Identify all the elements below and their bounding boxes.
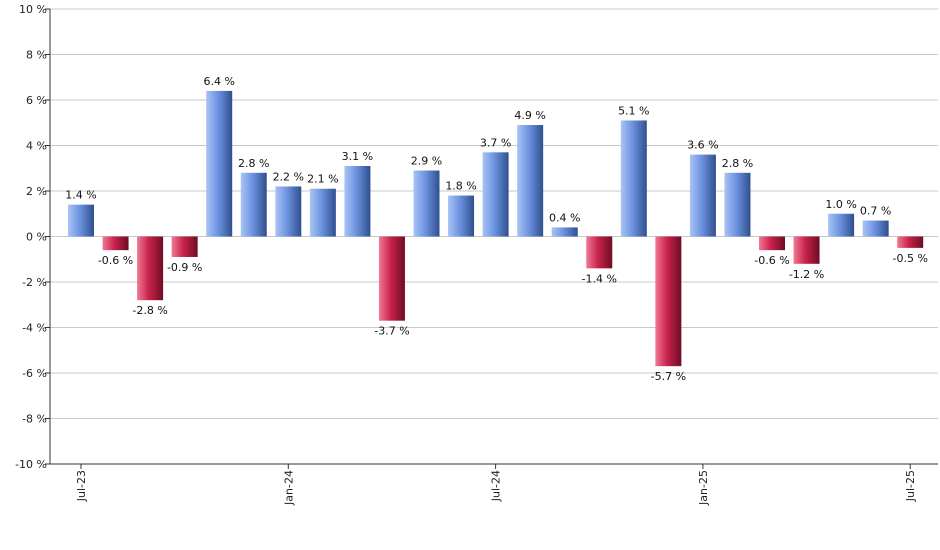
bar — [828, 213, 855, 237]
x-tick-label: Jul-25 — [904, 470, 917, 502]
data-label: 2.8 % — [238, 157, 269, 170]
data-label: 3.7 % — [480, 136, 511, 149]
data-label: 6.4 % — [203, 75, 234, 88]
y-tick-label: 8 % — [26, 49, 47, 62]
data-label: -0.6 % — [98, 254, 133, 267]
bar — [275, 186, 302, 237]
data-label: 3.1 % — [342, 150, 373, 163]
y-tick-label: 2 % — [26, 185, 47, 198]
data-label: 3.6 % — [687, 139, 718, 152]
data-label: 0.7 % — [860, 205, 891, 218]
bar — [344, 165, 371, 237]
y-tick-label: 4 % — [26, 140, 47, 153]
bar — [517, 125, 544, 237]
x-tick-label: Jan-25 — [697, 470, 710, 506]
data-label: 4.9 % — [514, 109, 545, 122]
x-axis-ticks: Jul-23 Jan-24 Jul-24 Jan-25 Jul-25 — [75, 464, 917, 506]
y-tick-label: -6 % — [22, 367, 47, 380]
data-label: 1.8 % — [445, 180, 476, 193]
bar — [620, 120, 647, 237]
bar — [862, 220, 889, 237]
bars — [68, 90, 924, 367]
data-labels: 1.4 %-0.6 %-2.8 %-0.9 %6.4 %2.8 %2.2 % 2.… — [65, 75, 928, 383]
bar — [137, 236, 164, 301]
y-tick-label: -2 % — [22, 276, 47, 289]
bar — [309, 188, 336, 237]
data-label: -0.5 % — [892, 252, 927, 265]
y-tick-label: 6 % — [26, 94, 47, 107]
y-axis-ticks: 10 % 8 % 6 % 4 % 2 % 0 % -2 % -4 % -6 % -8 % -10 % — [15, 3, 47, 471]
bar — [68, 204, 94, 237]
data-label: 2.9 % — [411, 155, 442, 168]
y-tick-label: -8 % — [22, 413, 47, 426]
data-label: -1.4 % — [582, 272, 617, 285]
bar — [102, 236, 129, 251]
data-label: -1.2 % — [789, 268, 824, 281]
bar — [482, 152, 509, 237]
bar — [378, 236, 405, 321]
y-tick-label: 10 % — [19, 3, 47, 16]
bar — [171, 236, 198, 257]
data-label: -2.8 % — [132, 304, 167, 317]
bar — [655, 236, 682, 367]
bar — [759, 236, 785, 251]
x-tick-label: Jul-23 — [75, 470, 88, 502]
bar — [240, 172, 267, 237]
bar — [689, 154, 716, 237]
data-label: 0.4 % — [549, 211, 580, 224]
data-label: 1.4 % — [65, 189, 96, 202]
axes — [49, 9, 938, 465]
data-label: -5.7 % — [651, 370, 686, 383]
data-label: 2.2 % — [273, 170, 304, 183]
data-label: -3.7 % — [374, 325, 409, 338]
data-label: 1.0 % — [825, 198, 856, 211]
bar — [724, 172, 751, 237]
bar — [586, 236, 613, 269]
data-label: -0.9 % — [167, 261, 202, 274]
x-tick-label: Jan-24 — [282, 470, 295, 506]
x-tick-label: Jul-24 — [490, 470, 503, 502]
y-tick-label: -10 % — [15, 458, 47, 471]
y-tick-label: -4 % — [22, 322, 47, 335]
data-label: 2.1 % — [307, 173, 338, 186]
bar — [897, 236, 924, 248]
bar — [413, 170, 440, 237]
data-label: -0.6 % — [754, 254, 789, 267]
data-label: 5.1 % — [618, 104, 649, 117]
bar — [793, 236, 820, 264]
y-tick-label: 0 % — [26, 231, 47, 244]
bar — [551, 227, 578, 237]
bar — [206, 90, 233, 237]
data-label: 2.8 % — [722, 157, 753, 170]
bar — [448, 195, 475, 237]
